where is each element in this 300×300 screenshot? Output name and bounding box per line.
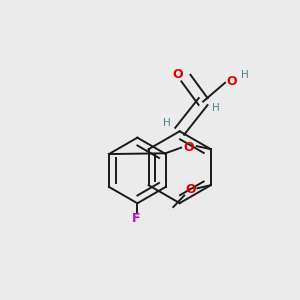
Text: H: H	[163, 118, 171, 128]
Text: O: O	[185, 183, 196, 196]
Text: F: F	[132, 212, 140, 225]
Text: O: O	[184, 141, 194, 154]
Text: H: H	[212, 103, 220, 113]
Text: O: O	[173, 68, 183, 81]
Text: H: H	[242, 70, 249, 80]
Text: O: O	[226, 75, 237, 88]
